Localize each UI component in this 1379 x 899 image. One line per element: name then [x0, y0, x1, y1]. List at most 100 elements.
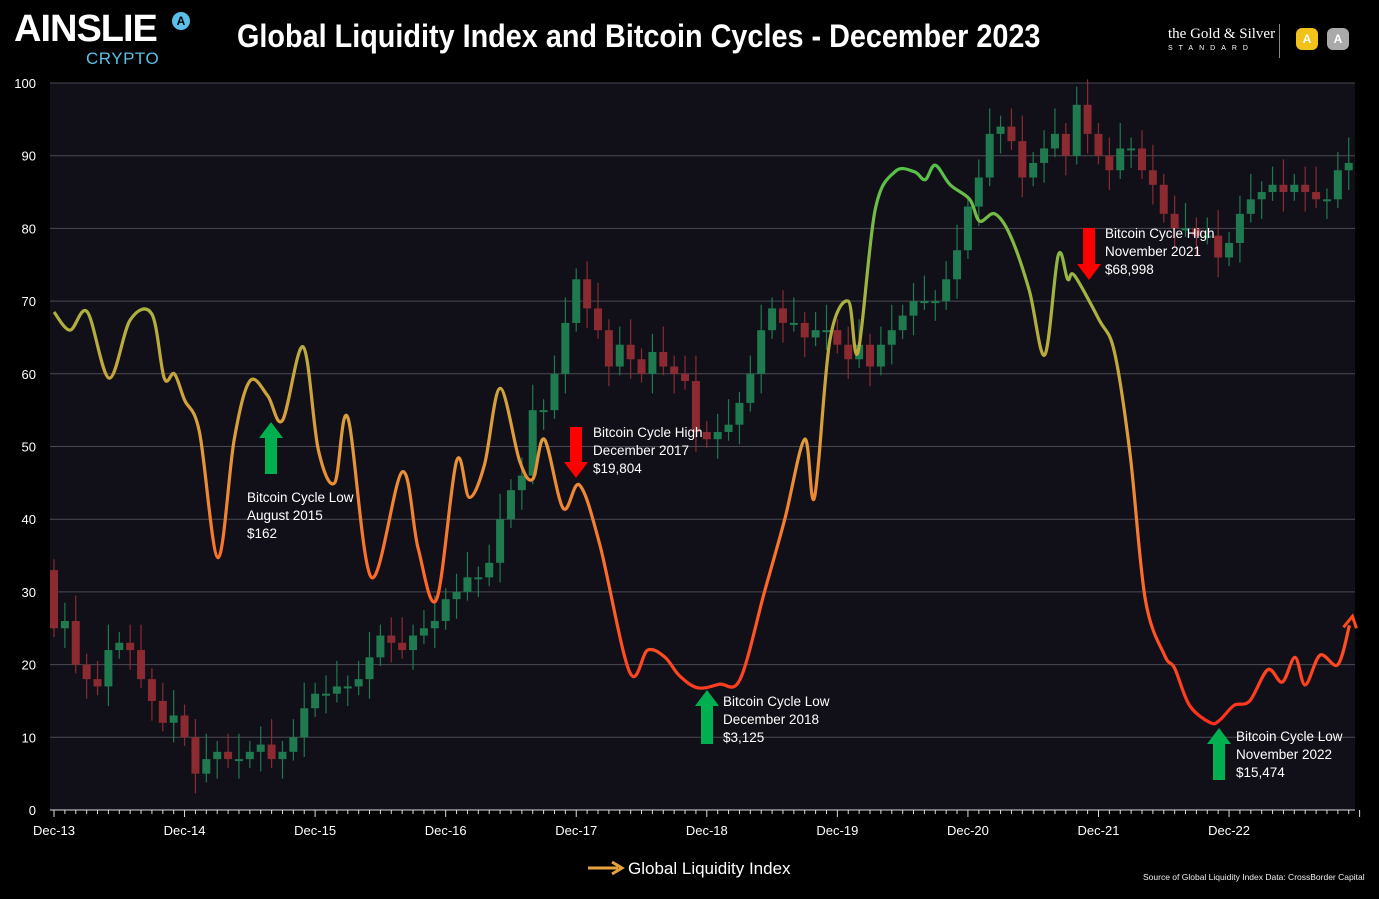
- y-tick-label: 80: [22, 221, 36, 236]
- candle-body: [1148, 170, 1157, 185]
- candle-body: [147, 679, 156, 701]
- candle-body: [322, 693, 330, 696]
- candle-body: [1105, 155, 1114, 171]
- candle-body: [942, 279, 951, 302]
- candle-body: [1192, 228, 1201, 236]
- candle-body: [169, 715, 178, 723]
- candle-body: [1083, 104, 1092, 134]
- candle-body: [398, 642, 407, 651]
- candle-body: [1312, 192, 1321, 200]
- source-note: Source of Global Liquidity Index Data: C…: [1143, 872, 1365, 882]
- candle-body: [1170, 213, 1179, 229]
- candle-body: [974, 177, 983, 207]
- candle-body: [365, 657, 374, 680]
- annotation-text: Bitcoin Cycle High: [1105, 226, 1215, 241]
- red-down-arrow-icon: [564, 427, 588, 478]
- candle-body: [191, 737, 200, 774]
- green-up-arrow-icon: [1207, 728, 1231, 780]
- candle-body: [332, 686, 341, 694]
- y-tick-label: 100: [14, 76, 36, 91]
- candle-body: [811, 330, 820, 338]
- x-tick-label: Dec-19: [816, 823, 858, 838]
- ainslie-silver-badge-icon: A: [1327, 28, 1349, 50]
- candle-body: [137, 650, 146, 680]
- candle-body: [419, 628, 428, 636]
- annotation-text: Bitcoin Cycle Low: [723, 694, 830, 709]
- candle-body: [1029, 162, 1038, 178]
- candle-body: [931, 301, 940, 304]
- legend-label: Global Liquidity Index: [628, 859, 791, 878]
- candle-body: [50, 570, 58, 629]
- annotation-text: $19,804: [593, 461, 642, 476]
- candle-body: [713, 431, 722, 440]
- annotation-down: Bitcoin Cycle High November 2021 $68,998: [1077, 226, 1215, 280]
- candle-body: [909, 301, 918, 316]
- candle-body: [1203, 235, 1212, 238]
- candle-body: [496, 519, 505, 563]
- candle-body: [1050, 133, 1059, 149]
- candle-body: [1040, 148, 1049, 163]
- candle-body: [1268, 184, 1277, 193]
- candle-body: [115, 642, 124, 651]
- candle-body: [517, 475, 526, 491]
- y-tick-label: 70: [22, 294, 36, 309]
- annotation-up: Bitcoin Cycle Low November 2022 $15,474: [1207, 728, 1343, 780]
- candle-body: [702, 431, 711, 440]
- y-tick-label: 90: [22, 149, 36, 164]
- candle-body: [844, 344, 853, 360]
- annotation-text: November 2022: [1236, 747, 1332, 762]
- x-tick-label: Dec-18: [686, 823, 728, 838]
- candle-body: [604, 330, 613, 367]
- candle-body: [800, 322, 809, 338]
- partner-logo-line2: STANDARD: [1168, 45, 1254, 52]
- candle-body: [158, 700, 167, 723]
- candle-body: [213, 751, 222, 760]
- candle-body: [1279, 184, 1288, 193]
- green-up-arrow-icon: [259, 422, 283, 474]
- candle-body: [234, 759, 243, 762]
- annotation-up: Bitcoin Cycle Low December 2018 $3,125: [695, 690, 830, 745]
- candle-body: [789, 322, 798, 325]
- candle-body: [1116, 148, 1125, 171]
- red-down-arrow-icon: [1077, 228, 1101, 280]
- candle-body: [648, 351, 657, 374]
- candle-body: [300, 708, 309, 738]
- candle-body: [387, 635, 396, 643]
- candle-body: [953, 250, 962, 280]
- candle-body: [1181, 228, 1190, 231]
- candle-body: [485, 562, 494, 578]
- partner-logo-line1: the Gold & Silver: [1168, 26, 1276, 42]
- y-tick-label: 10: [22, 730, 36, 745]
- chart-title: Global Liquidity Index and Bitcoin Cycle…: [237, 18, 1041, 54]
- candle-body: [1138, 148, 1146, 171]
- candle-body: [1072, 104, 1081, 156]
- candle-body: [626, 344, 635, 360]
- x-tick-label: Dec-13: [33, 823, 75, 838]
- candle-body: [1007, 126, 1016, 142]
- candle-body: [670, 366, 679, 374]
- candle-body: [1061, 133, 1070, 156]
- candle-body: [506, 490, 515, 520]
- x-tick-label: Dec-16: [425, 823, 467, 838]
- annotation-text: $162: [247, 526, 277, 541]
- candle-body: [887, 330, 896, 345]
- candle-body: [615, 344, 624, 367]
- candle-body: [1301, 184, 1310, 193]
- candle-body: [1246, 199, 1255, 214]
- x-tick-label: Dec-22: [1208, 823, 1250, 838]
- candle-body: [126, 642, 135, 651]
- candle-body: [822, 330, 831, 333]
- candle-body: [71, 620, 80, 665]
- x-tick-label: Dec-20: [947, 823, 989, 838]
- annotation-text: $3,125: [723, 730, 764, 745]
- y-tick-label: 0: [29, 803, 36, 818]
- candle-body: [256, 744, 265, 752]
- candle-body: [224, 751, 233, 760]
- candle-body: [594, 308, 602, 331]
- candle-body: [245, 751, 254, 760]
- candle-body: [528, 410, 537, 476]
- candle-body: [583, 279, 592, 309]
- y-tick-label: 40: [22, 512, 36, 527]
- candle-body: [60, 620, 69, 629]
- candle-body: [833, 330, 842, 345]
